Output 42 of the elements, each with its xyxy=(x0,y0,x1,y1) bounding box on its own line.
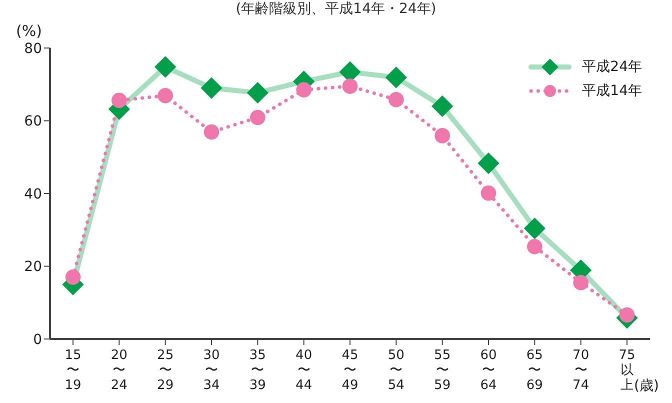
x-tick-label: 25 〜 29 xyxy=(157,348,174,393)
point xyxy=(573,274,588,290)
point xyxy=(434,128,450,144)
x-tick-label: 65 〜 69 xyxy=(526,348,543,393)
x-tick-label: 45 〜 49 xyxy=(342,348,358,393)
x-tick-label: 40 〜 44 xyxy=(296,348,312,393)
y-tick-label: 40 xyxy=(24,186,42,202)
point xyxy=(200,77,222,99)
point xyxy=(527,238,542,254)
point xyxy=(65,270,81,285)
x-tick-label: 15 〜 19 xyxy=(64,348,82,393)
x-tick-label: 55 〜 59 xyxy=(434,348,451,393)
x-axis-title: (歳) xyxy=(634,377,659,395)
point xyxy=(250,110,266,126)
x-tick-label: 30 〜 34 xyxy=(203,348,220,393)
point xyxy=(524,218,546,240)
point xyxy=(480,185,496,201)
point xyxy=(385,66,407,88)
point xyxy=(246,82,268,104)
legend-label: 平成14年 xyxy=(582,82,642,100)
point xyxy=(158,88,173,104)
point xyxy=(154,56,176,78)
chart-title: (年齢階級別、平成14年・24年) xyxy=(234,0,438,18)
y-tick-label: 0 xyxy=(33,332,42,348)
point xyxy=(388,92,404,108)
x-tick-label: 50 〜 54 xyxy=(388,348,404,393)
y-tick-label: 20 xyxy=(24,259,42,276)
x-tick-label: 20 〜 24 xyxy=(110,348,128,393)
x-tick-label: 70 〜 74 xyxy=(572,348,590,393)
x-tick-label: 35 〜 39 xyxy=(249,348,266,393)
y-axis-title: (%) xyxy=(16,22,42,40)
x-tick-label: 60 〜 64 xyxy=(480,348,497,393)
point xyxy=(296,82,312,98)
legend-label: 平成24年 xyxy=(582,58,642,76)
point xyxy=(204,124,220,140)
point xyxy=(478,152,500,174)
y-tick-label: 80 xyxy=(24,40,42,57)
point xyxy=(342,78,358,94)
point xyxy=(112,92,127,108)
y-tick-label: 60 xyxy=(24,114,42,130)
x-tick-label: 75以上 xyxy=(618,348,636,393)
point xyxy=(432,95,454,117)
